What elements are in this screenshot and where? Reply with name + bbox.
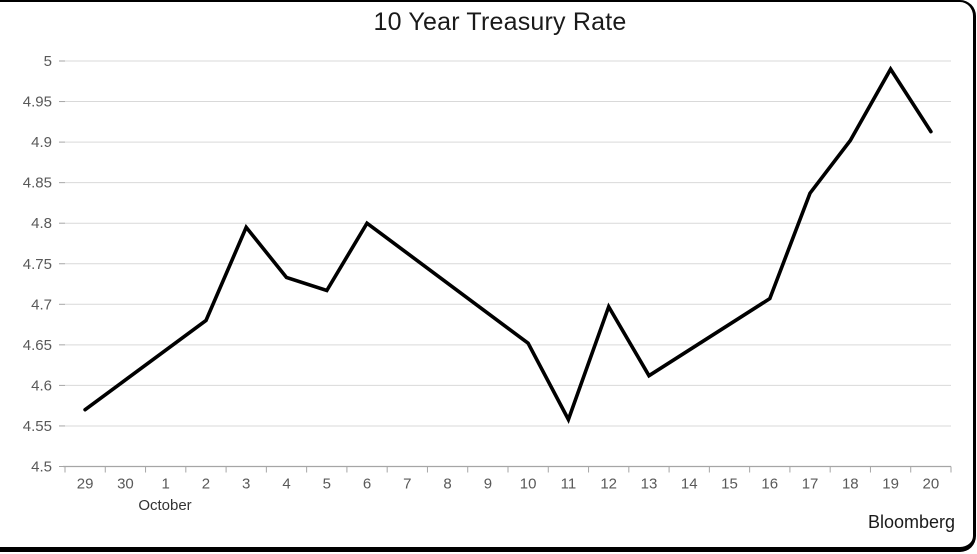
x-axis-label: 3 bbox=[242, 476, 250, 493]
x-axis-label: 5 bbox=[323, 476, 331, 493]
x-axis-label: 18 bbox=[842, 476, 859, 493]
y-axis-label: 4.85 bbox=[23, 175, 52, 192]
x-axis-label: 15 bbox=[721, 476, 738, 493]
x-axis-label: 6 bbox=[363, 476, 371, 493]
x-axis-label: 29 bbox=[77, 476, 94, 493]
y-axis-label: 5 bbox=[44, 53, 52, 70]
x-axis-label: 11 bbox=[561, 476, 577, 493]
y-axis-label: 4.5 bbox=[31, 459, 52, 476]
x-axis-label: 16 bbox=[761, 476, 778, 493]
x-axis-label: 14 bbox=[681, 476, 698, 493]
y-axis-label: 4.8 bbox=[31, 215, 52, 232]
x-axis-label: 9 bbox=[484, 476, 492, 493]
y-axis-label: 4.6 bbox=[31, 377, 52, 394]
x-axis-group-label: October bbox=[138, 497, 192, 514]
y-axis-label: 4.95 bbox=[23, 94, 52, 111]
source-label: Bloomberg bbox=[867, 512, 955, 532]
x-axis-label: 1 bbox=[162, 476, 170, 493]
chart-title: 10 Year Treasury Rate bbox=[373, 8, 627, 36]
x-axis-label: 4 bbox=[282, 476, 290, 493]
x-axis-label: 19 bbox=[882, 476, 899, 493]
y-axis-label: 4.55 bbox=[23, 418, 52, 435]
x-axis-label: 30 bbox=[117, 476, 134, 493]
x-axis-label: 10 bbox=[520, 476, 537, 493]
y-axis-label: 4.7 bbox=[31, 296, 52, 313]
series-line-10yr-treasury bbox=[83, 65, 933, 424]
x-axis-label: 20 bbox=[923, 476, 940, 493]
x-axis-label: 2 bbox=[202, 476, 210, 493]
x-axis-label: 12 bbox=[600, 476, 617, 493]
x-axis-label: 7 bbox=[403, 476, 411, 493]
y-axis-label: 4.9 bbox=[31, 134, 52, 151]
x-axis-label: 8 bbox=[443, 476, 451, 493]
y-axis-label: 4.75 bbox=[23, 256, 52, 273]
x-axis-label: 13 bbox=[641, 476, 658, 493]
y-axis-label: 4.65 bbox=[23, 337, 52, 354]
x-axis-label: 17 bbox=[802, 476, 819, 493]
